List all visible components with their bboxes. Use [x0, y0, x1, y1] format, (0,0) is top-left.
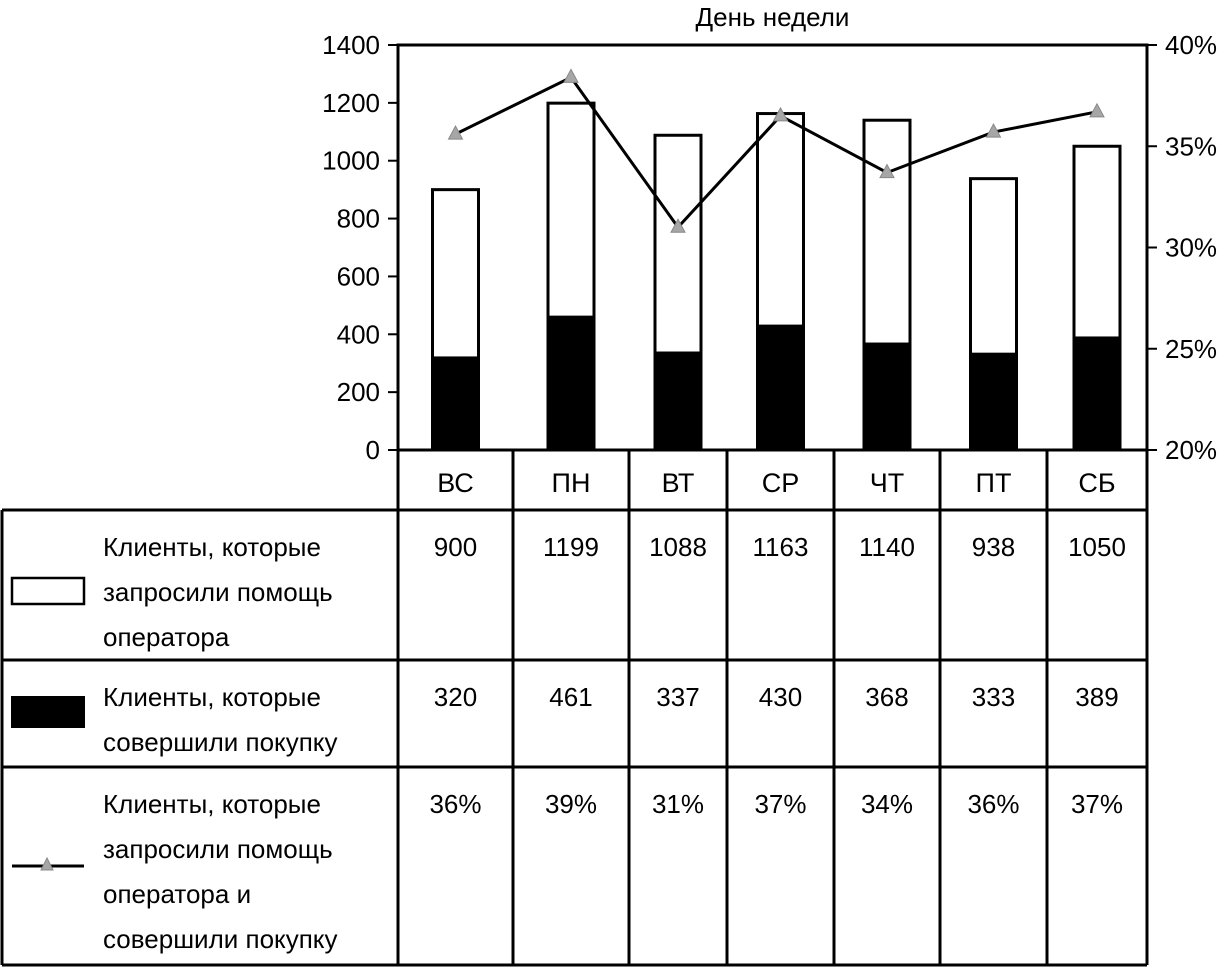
y-tick-label: 600	[337, 261, 380, 291]
bar-purchased	[1073, 336, 1121, 452]
data-label: 320	[434, 682, 477, 712]
data-label: 31%	[652, 789, 704, 819]
line-marker	[879, 163, 895, 179]
bar-purchased	[431, 356, 480, 451]
data-label: 1163	[753, 532, 809, 562]
category-label: ПТ	[976, 468, 1012, 498]
data-label: 900	[434, 532, 477, 562]
series-name: оператора	[103, 622, 230, 652]
category-label: ПН	[552, 468, 591, 498]
y2-tick-label: 35%	[1165, 131, 1217, 161]
series-name: запросили помощь	[103, 834, 333, 864]
data-label: 36%	[967, 789, 1019, 819]
data-label: 461	[549, 682, 592, 712]
data-label: 430	[759, 682, 802, 712]
bar-purchased	[654, 351, 702, 451]
line-marker	[447, 125, 464, 140]
legend-key-conversion-marker	[40, 856, 54, 871]
data-label: 938	[972, 532, 1015, 562]
data-label: 1140	[859, 532, 915, 562]
y-tick-label: 1000	[322, 146, 380, 176]
y-tick-label: 800	[337, 204, 380, 234]
data-label: 36%	[429, 789, 481, 819]
data-label: 333	[972, 682, 1015, 712]
y2-tick-label: 40%	[1165, 30, 1217, 60]
data-label: 39%	[545, 789, 597, 819]
category-label: СБ	[1078, 468, 1115, 498]
data-label: 337	[656, 682, 699, 712]
category-label: ВТ	[662, 468, 695, 498]
data-label: 1199	[543, 532, 599, 562]
category-label: ВС	[437, 468, 474, 498]
line-marker	[985, 123, 1002, 138]
data-label: 37%	[1071, 789, 1123, 819]
series-name: запросили помощь	[103, 577, 333, 607]
bar-purchased	[863, 342, 911, 451]
y-tick-label: 200	[337, 377, 380, 407]
series-name: Клиенты, которые	[103, 789, 321, 819]
line-marker	[563, 68, 579, 83]
y-tick-label: 1200	[322, 88, 380, 118]
bar-purchased	[547, 315, 595, 451]
series-name: Клиенты, которые	[103, 532, 321, 562]
line-marker	[772, 106, 789, 122]
y2-tick-label: 20%	[1165, 435, 1217, 465]
data-label: 1050	[1068, 532, 1126, 562]
data-label: 389	[1075, 682, 1118, 712]
bar-purchased	[969, 352, 1018, 451]
series-name: совершили покупку	[103, 924, 337, 954]
line-marker	[670, 218, 686, 233]
series-name: оператора и	[103, 879, 251, 909]
chart-title: День недели	[696, 2, 850, 32]
data-label: 34%	[861, 789, 913, 819]
y-tick-label: 0	[366, 435, 380, 465]
y2-tick-label: 30%	[1165, 233, 1217, 263]
line-marker	[1089, 102, 1105, 118]
series-name: совершили покупку	[103, 727, 337, 757]
y-tick-label: 1400	[322, 30, 380, 60]
series-name: Клиенты, которые	[103, 682, 321, 712]
category-label: СР	[762, 468, 800, 498]
legend-key-purchased	[11, 696, 85, 728]
legend-key-help-requested	[10, 576, 86, 606]
data-label: 368	[865, 682, 908, 712]
y-tick-label: 400	[337, 319, 380, 349]
bar-purchased	[756, 324, 805, 452]
category-label: ЧТ	[870, 468, 905, 498]
y2-tick-label: 25%	[1165, 334, 1217, 364]
data-label: 37%	[754, 789, 806, 819]
data-label: 1088	[649, 532, 707, 562]
